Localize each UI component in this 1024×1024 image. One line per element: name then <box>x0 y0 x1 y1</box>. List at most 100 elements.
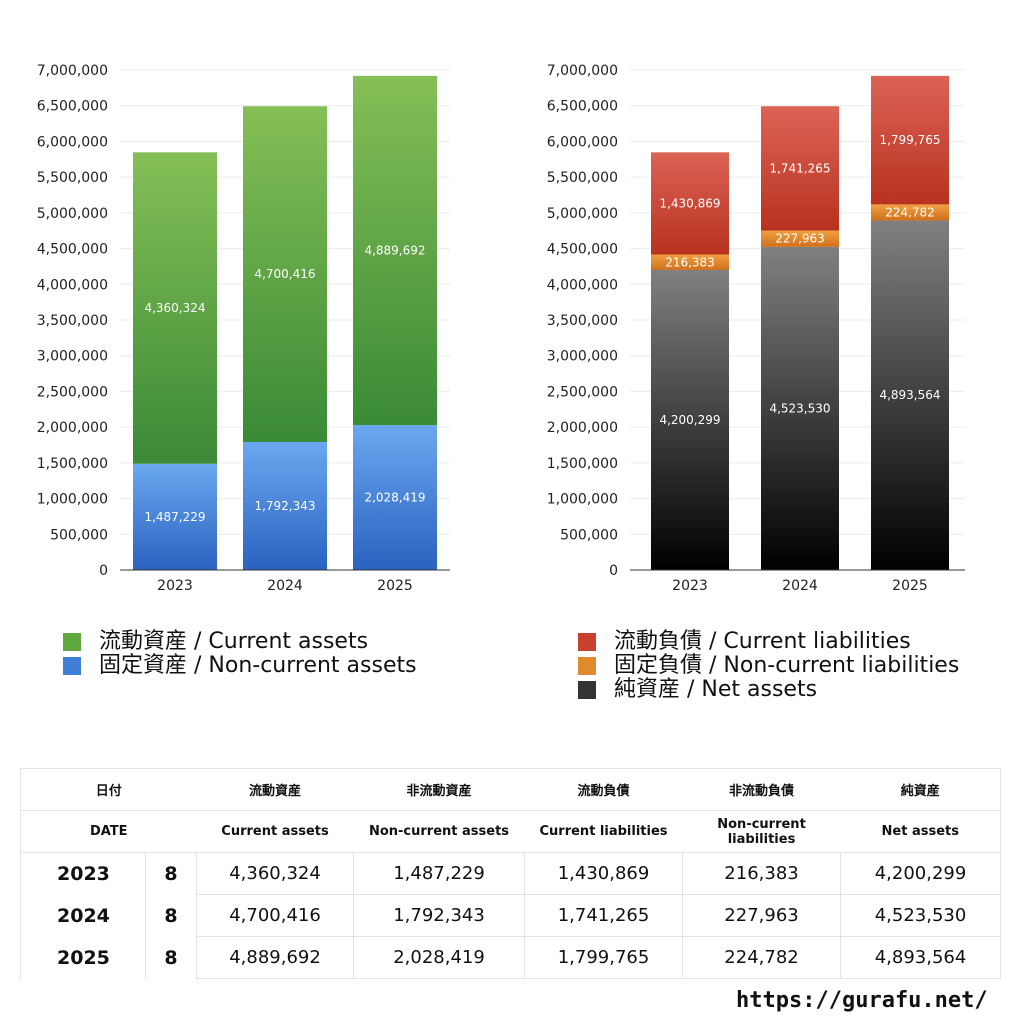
legend-swatch <box>63 657 81 675</box>
data-label: 4,200,299 <box>659 413 720 427</box>
y-tick-label: 6,000,000 <box>547 134 618 150</box>
header-net-assets-jp: 純資産 <box>840 768 1002 811</box>
legend-swatch <box>578 681 596 699</box>
header-noncurrent-assets-en: Non-current assets <box>353 810 525 853</box>
legend-item: 固定負債 / Non-current liabilities <box>578 654 959 678</box>
cell-value: 4,893,564 <box>840 936 1002 979</box>
y-tick-label: 2,500,000 <box>37 384 108 400</box>
bar-segment <box>133 463 217 570</box>
data-label: 1,792,343 <box>254 499 315 513</box>
cell-year: 2025 <box>20 936 146 979</box>
bar-segment <box>871 204 949 221</box>
x-tick-label: 2023 <box>672 578 708 594</box>
cell-value: 4,360,324 <box>196 852 355 895</box>
header-date-jp: 日付 <box>19 768 197 811</box>
y-tick-label: 0 <box>99 563 108 579</box>
cell-value: 216,383 <box>682 852 842 895</box>
data-label: 4,523,530 <box>769 401 830 415</box>
data-label: 1,799,765 <box>879 133 940 147</box>
data-table: 日付 流動資産 非流動資産 流動負債 非流動負債 純資産 DATE Curren… <box>19 768 1002 979</box>
cell-value: 1,799,765 <box>524 936 684 979</box>
y-tick-label: 500,000 <box>50 527 108 543</box>
y-tick-label: 3,000,000 <box>547 349 618 365</box>
header-current-assets-jp: 流動資産 <box>196 768 354 811</box>
y-tick-label: 6,500,000 <box>547 99 618 115</box>
y-tick-label: 7,000,000 <box>37 63 108 79</box>
cell-value: 1,430,869 <box>524 852 684 895</box>
data-label: 1,430,869 <box>659 196 720 210</box>
y-tick-label: 5,000,000 <box>547 206 618 222</box>
cell-month: 8 <box>144 936 198 979</box>
chart-0: 0 500,000 1,000,000 1,500,000 2,000,000 2,500… <box>37 63 450 594</box>
legend-label: 流動負債 / Current liabilities <box>614 629 911 654</box>
legend-item: 固定資産 / Non-current assets <box>63 654 417 678</box>
y-tick-label: 6,500,000 <box>37 99 108 115</box>
cell-month: 8 <box>144 894 198 937</box>
y-tick-label: 4,500,000 <box>37 242 108 258</box>
cell-value: 1,741,265 <box>524 894 684 937</box>
bar-segment <box>761 106 839 231</box>
header-noncurrent-assets-jp: 非流動資産 <box>353 768 525 811</box>
cell-value: 1,487,229 <box>353 852 526 895</box>
bar-segment <box>651 254 729 270</box>
cell-month: 8 <box>144 852 198 895</box>
cell-value: 4,523,530 <box>840 894 1002 937</box>
cell-value: 4,700,416 <box>196 894 355 937</box>
legend-item: 流動負債 / Current liabilities <box>578 630 959 654</box>
y-tick-label: 4,000,000 <box>547 277 618 293</box>
y-tick-label: 5,000,000 <box>37 206 108 222</box>
x-tick-label: 2025 <box>377 578 413 594</box>
x-tick-label: 2024 <box>782 578 818 594</box>
table-row: 2023 8 4,360,324 1,487,229 1,430,869 216,383 4… <box>20 852 1002 895</box>
y-tick-label: 3,500,000 <box>37 313 108 329</box>
legend-label: 固定負債 / Non-current liabilities <box>614 653 960 678</box>
y-tick-label: 500,000 <box>560 527 618 543</box>
y-tick-label: 1,500,000 <box>37 456 108 472</box>
bar-segment <box>243 441 327 570</box>
legend-item: 純資産 / Net assets <box>578 678 959 702</box>
table-header-jp: 日付 流動資産 非流動資産 流動負債 非流動負債 純資産 <box>19 768 1002 811</box>
legend-swatch <box>63 633 81 651</box>
y-tick-label: 6,000,000 <box>37 134 108 150</box>
y-tick-label: 1,000,000 <box>547 492 618 508</box>
chart-1: 0 500,000 1,000,000 1,500,000 2,000,000 2,500… <box>547 63 965 594</box>
data-label: 4,893,564 <box>879 388 940 402</box>
cell-value: 4,889,692 <box>196 936 355 979</box>
data-label: 224,782 <box>885 205 935 219</box>
header-noncurrent-liabilities-jp: 非流動負債 <box>682 768 841 811</box>
y-tick-label: 1,500,000 <box>547 456 618 472</box>
y-tick-label: 1,000,000 <box>37 492 108 508</box>
cell-value: 224,782 <box>682 936 842 979</box>
header-current-liabilities-jp: 流動負債 <box>524 768 683 811</box>
table-header-en: DATE Current assets Non-current assets C… <box>19 810 1002 853</box>
legend-swatch <box>578 633 596 651</box>
x-tick-label: 2025 <box>892 578 928 594</box>
legend-label: 流動資産 / Current assets <box>99 629 369 654</box>
data-label: 1,741,265 <box>769 161 830 175</box>
x-tick-label: 2024 <box>267 578 303 594</box>
cell-value: 227,963 <box>682 894 842 937</box>
cell-year: 2024 <box>20 894 146 937</box>
bar-segment <box>871 220 949 570</box>
legend-label: 固定資産 / Non-current assets <box>99 653 417 678</box>
data-label: 4,360,324 <box>144 301 205 315</box>
header-current-assets-en: Current assets <box>196 810 354 853</box>
x-tick-label: 2023 <box>157 578 193 594</box>
y-tick-label: 3,000,000 <box>37 349 108 365</box>
cell-year: 2023 <box>20 852 146 895</box>
y-tick-label: 2,500,000 <box>547 384 618 400</box>
header-date-en: DATE <box>19 810 197 853</box>
table-row: 2025 8 4,889,692 2,028,419 1,799,765 224,782 4… <box>20 936 1002 979</box>
bar-segment <box>651 152 729 255</box>
legend-left: 流動資産 / Current assets 固定資産 / Non-current … <box>63 630 417 678</box>
y-tick-label: 7,000,000 <box>547 63 618 79</box>
data-label: 4,700,416 <box>254 267 315 281</box>
bar-segment <box>133 152 217 464</box>
data-label: 216,383 <box>665 255 715 269</box>
bar-segment <box>353 75 437 426</box>
y-tick-label: 5,500,000 <box>37 170 108 186</box>
bar-segment <box>243 106 327 442</box>
bar-segment <box>651 269 729 570</box>
y-tick-label: 4,500,000 <box>547 242 618 258</box>
header-current-liabilities-en: Current liabilities <box>524 810 683 853</box>
